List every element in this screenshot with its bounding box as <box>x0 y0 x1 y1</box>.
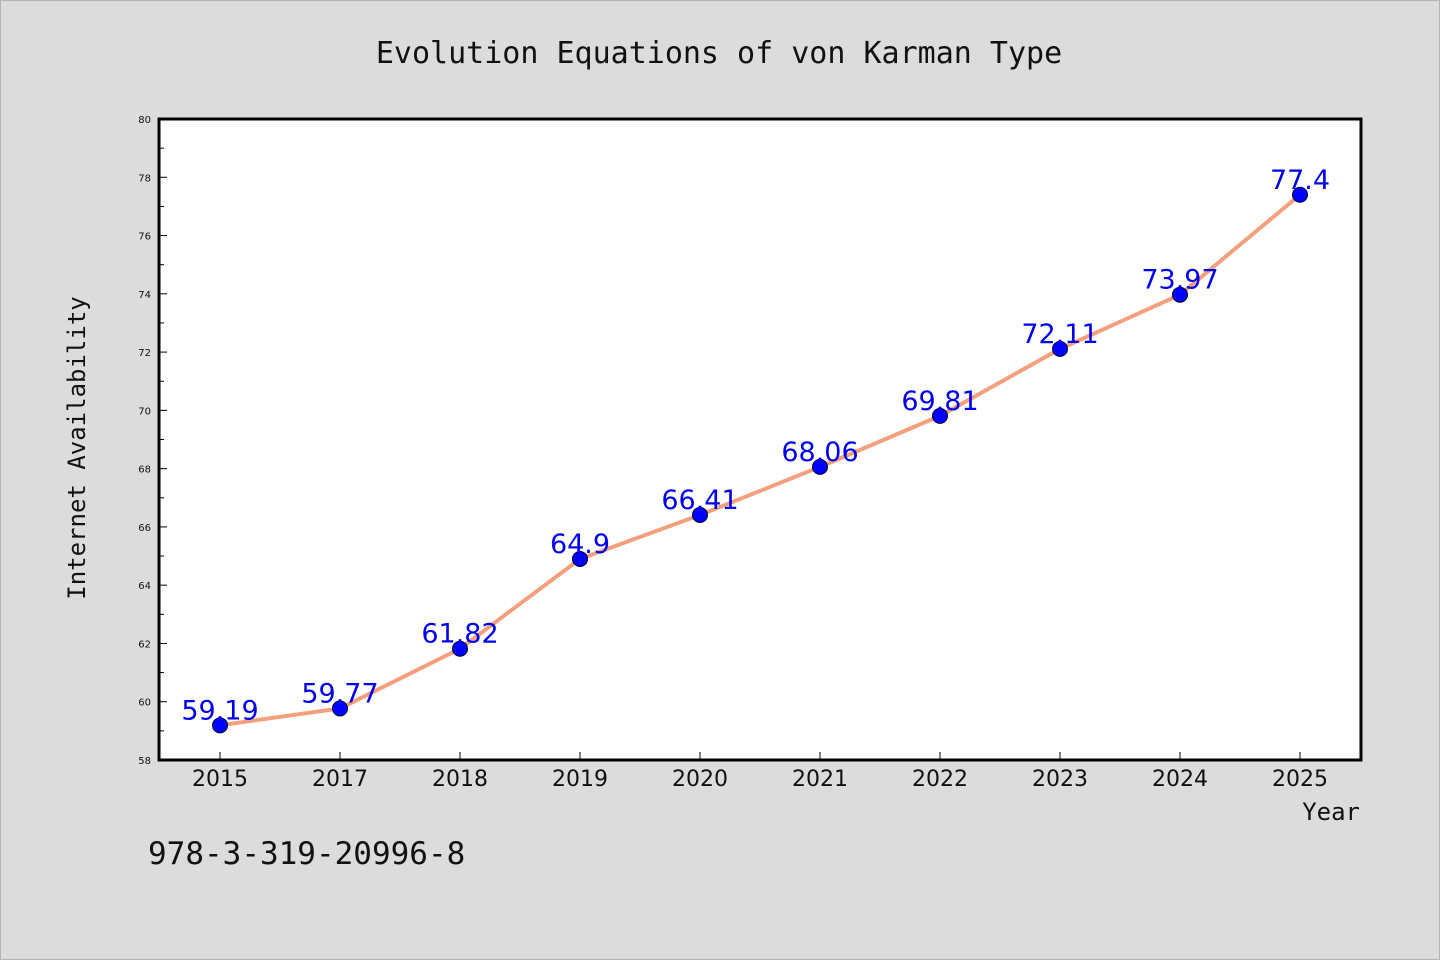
data-label: 69.81 <box>901 386 978 417</box>
y-tick-label: 58 <box>138 756 151 767</box>
data-point <box>932 407 948 424</box>
x-tick-label: 2025 <box>1272 767 1328 792</box>
x-tick-label: 2021 <box>792 767 848 792</box>
y-tick-label: 68 <box>138 465 151 476</box>
data-label: 73.97 <box>1141 265 1218 296</box>
y-tick-label: 74 <box>138 290 151 301</box>
y-axis: 58 60 62 64 66 68 70 72 74 76 78 80 <box>138 115 167 767</box>
data-label: 77.4 <box>1270 165 1330 196</box>
data-point <box>332 700 348 717</box>
x-tick-label: 2017 <box>312 767 368 792</box>
x-tick-label: 2019 <box>552 767 608 792</box>
data-label: 72.11 <box>1021 319 1098 350</box>
series-line <box>219 193 1302 728</box>
x-tick-label: 2020 <box>672 767 728 792</box>
y-tick-label: 64 <box>138 581 151 592</box>
x-tick-label: 2023 <box>1032 767 1088 792</box>
data-point <box>1172 286 1188 303</box>
y-tick-label: 62 <box>138 639 151 650</box>
data-point <box>812 458 828 475</box>
data-label: 64.9 <box>550 529 610 560</box>
data-point <box>212 717 228 734</box>
y-tick-label: 78 <box>138 173 151 184</box>
data-point <box>692 506 708 523</box>
isbn-annotation: 978-3-319-20996-8 <box>148 836 465 872</box>
x-tick-label: 2018 <box>432 767 488 792</box>
y-tick-label: 80 <box>138 115 151 126</box>
data-label: 68.06 <box>781 437 858 468</box>
plot-area <box>157 117 1363 762</box>
y-tick-label: 66 <box>138 523 151 534</box>
y-tick-label: 76 <box>138 232 151 243</box>
chart-title: Evolution Equations of von Karman Type <box>376 36 1062 71</box>
x-axis: 2015 2017 2018 2019 2020 2021 2022 2023 2024 2025 <box>192 752 1328 792</box>
data-label: 59.77 <box>301 678 378 709</box>
data-point <box>452 640 468 657</box>
data-label: 61.82 <box>421 619 498 650</box>
data-labels: 59.19 59.77 61.82 64.9 66.41 68.06 69.81 72.11 7… <box>181 165 1330 727</box>
data-point <box>572 550 588 567</box>
y-tick-label: 70 <box>138 406 151 417</box>
data-point <box>1292 186 1308 203</box>
x-tick-label: 2024 <box>1152 767 1208 792</box>
y-tick-label: 60 <box>138 698 151 709</box>
x-tick-label: 2015 <box>192 767 248 792</box>
data-label: 59.19 <box>181 695 258 726</box>
y-tick-label: 72 <box>138 348 151 359</box>
data-markers <box>212 186 1308 734</box>
x-tick-label: 2022 <box>912 767 968 792</box>
x-axis-label: Year <box>1302 798 1360 826</box>
y-axis-label: Internet Availability <box>63 296 91 599</box>
series-line-layer <box>219 193 1302 728</box>
data-point <box>1052 340 1068 357</box>
data-label: 66.41 <box>661 485 738 516</box>
